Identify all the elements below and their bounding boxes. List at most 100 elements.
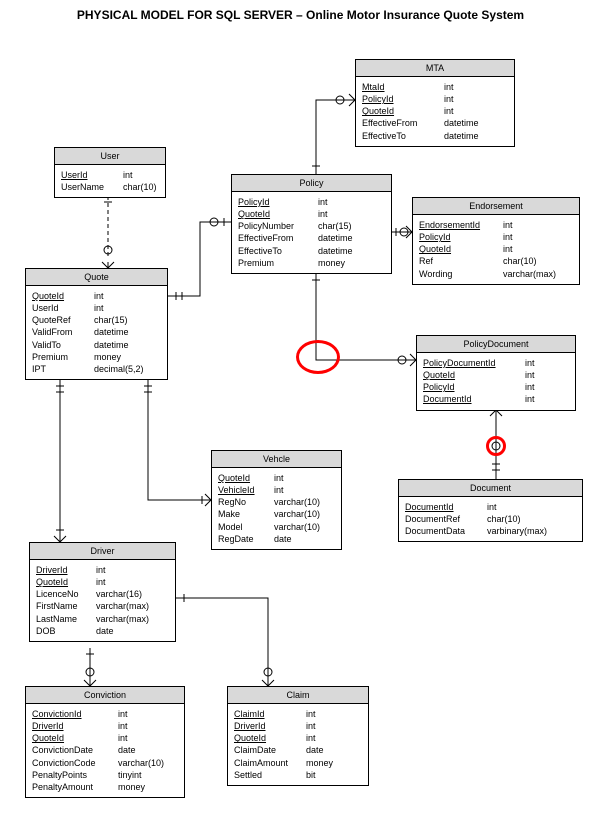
field-type: int [525, 369, 535, 381]
field-row: Makevarchar(10) [218, 508, 335, 520]
field-type: int [503, 219, 513, 231]
field-row: LicenceNovarchar(16) [36, 588, 169, 600]
field-row: LastNamevarchar(max) [36, 613, 169, 625]
field-name: QuoteId [362, 105, 444, 117]
field-type: int [306, 732, 316, 744]
entity-vehicle: VehcleQuoteIdintVehicleIdintRegNovarchar… [211, 450, 342, 550]
field-row: Premiummoney [238, 257, 385, 269]
field-name: QuoteId [238, 208, 318, 220]
field-row: Settledbit [234, 769, 362, 781]
field-row: Refchar(10) [419, 255, 573, 267]
field-row: EffectiveTodatetime [362, 130, 508, 142]
field-name: QuoteId [234, 732, 306, 744]
entity-header: Claim [228, 687, 368, 704]
field-name: EffectiveFrom [362, 117, 444, 129]
field-name: EffectiveFrom [238, 232, 318, 244]
entity-header: Driver [30, 543, 175, 560]
entity-header: Conviction [26, 687, 184, 704]
field-type: money [306, 757, 333, 769]
field-name: ConvictionCode [32, 757, 118, 769]
field-row: QuoteIdint [218, 472, 335, 484]
field-row: EndorsementIdint [419, 219, 573, 231]
field-type: datetime [444, 130, 479, 142]
entity-body: QuoteIdintVehicleIdintRegNovarchar(10)Ma… [212, 468, 341, 549]
field-name: DocumentData [405, 525, 487, 537]
field-row: ConvictionDatedate [32, 744, 178, 756]
field-type: varchar(10) [274, 496, 320, 508]
field-type: int [118, 732, 128, 744]
field-type: money [318, 257, 345, 269]
field-type: date [96, 625, 114, 637]
field-name: DOB [36, 625, 96, 637]
field-row: DocumentRefchar(10) [405, 513, 576, 525]
field-row: Wordingvarchar(max) [419, 268, 573, 280]
entity-header: MTA [356, 60, 514, 77]
field-name: ClaimAmount [234, 757, 306, 769]
entity-header: User [55, 148, 165, 165]
entity-claim: ClaimClaimIdintDriverIdintQuoteIdintClai… [227, 686, 369, 786]
entity-header: Quote [26, 269, 167, 286]
field-type: money [118, 781, 145, 793]
field-name: PolicyId [423, 381, 525, 393]
field-name: Premium [238, 257, 318, 269]
field-type: int [444, 105, 454, 117]
field-type: char(15) [94, 314, 128, 326]
field-type: int [444, 81, 454, 93]
field-type: datetime [318, 232, 353, 244]
field-type: varchar(10) [274, 508, 320, 520]
field-name: Wording [419, 268, 503, 280]
field-type: varchar(10) [274, 521, 320, 533]
field-name: PolicyDocumentId [423, 357, 525, 369]
field-type: datetime [94, 339, 129, 351]
field-name: QuoteId [419, 243, 503, 255]
field-type: varbinary(max) [487, 525, 547, 537]
field-name: QuoteId [32, 290, 94, 302]
field-row: PenaltyPointstinyint [32, 769, 178, 781]
field-name: ValidFrom [32, 326, 94, 338]
field-row: DOBdate [36, 625, 169, 637]
field-row: ValidTodatetime [32, 339, 161, 351]
entity-header: Document [399, 480, 582, 497]
field-row: FirstNamevarchar(max) [36, 600, 169, 612]
field-name: PenaltyAmount [32, 781, 118, 793]
field-type: int [525, 393, 535, 405]
entity-policy: PolicyPolicyIdintQuoteIdintPolicyNumberc… [231, 174, 392, 274]
field-type: int [444, 93, 454, 105]
field-row: QuoteIdint [32, 290, 161, 302]
field-row: EffectiveTodatetime [238, 245, 385, 257]
field-name: FirstName [36, 600, 96, 612]
field-name: PenaltyPoints [32, 769, 118, 781]
field-row: MtaIdint [362, 81, 508, 93]
field-row: DocumentIdint [405, 501, 576, 513]
field-name: IPT [32, 363, 94, 375]
entity-document: Document DocumentIdintDocumentRefchar(10)… [398, 479, 583, 542]
field-name: Settled [234, 769, 306, 781]
field-name: Ref [419, 255, 503, 267]
field-row: PolicyNumberchar(15) [238, 220, 385, 232]
entity-header: Vehcle [212, 451, 341, 468]
field-name: DocumentId [423, 393, 525, 405]
field-type: money [94, 351, 121, 363]
field-name: VehicleId [218, 484, 274, 496]
field-row: DocumentDatavarbinary(max) [405, 525, 576, 537]
field-row: Premiummoney [32, 351, 161, 363]
field-name: QuoteId [423, 369, 525, 381]
entity-body: QuoteIdintUserIdintQuoteRefchar(15)Valid… [26, 286, 167, 379]
field-name: QuoteId [36, 576, 96, 588]
field-type: int [96, 564, 106, 576]
field-name: ClaimId [234, 708, 306, 720]
field-row: ConvictionCodevarchar(10) [32, 757, 178, 769]
field-type: varchar(10) [118, 757, 164, 769]
entity-user: UserUserIdintUserNamechar(10) [54, 147, 166, 198]
entity-endorsement: EndorsementEndorsementIdintPolicyIdintQu… [412, 197, 580, 285]
field-type: int [306, 708, 316, 720]
field-type: int [503, 243, 513, 255]
field-name: PolicyId [238, 196, 318, 208]
field-name: QuoteId [218, 472, 274, 484]
field-name: Model [218, 521, 274, 533]
field-row: PolicyIdint [362, 93, 508, 105]
field-row: ClaimAmountmoney [234, 757, 362, 769]
field-name: PolicyId [362, 93, 444, 105]
field-row: ClaimDatedate [234, 744, 362, 756]
field-row: QuoteIdint [238, 208, 385, 220]
